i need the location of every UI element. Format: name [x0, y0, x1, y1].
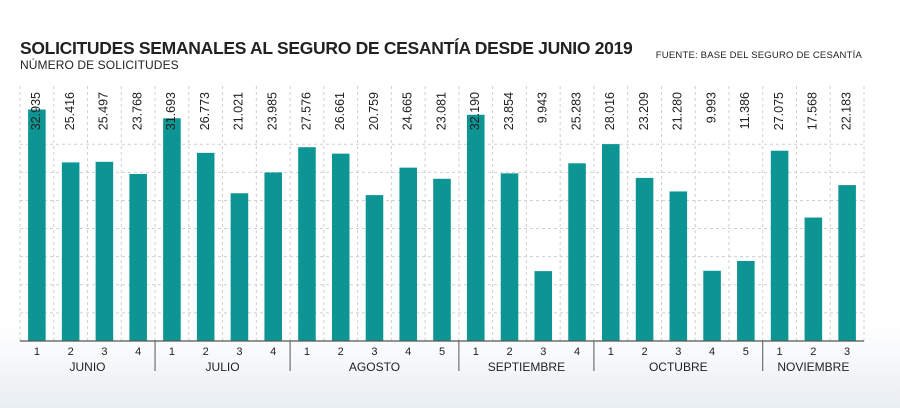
- value-label: 23.081: [434, 92, 448, 130]
- month-label: OCTUBRE: [649, 360, 708, 374]
- month-label: JULIO: [206, 360, 240, 374]
- week-tick-label: 1: [304, 346, 310, 358]
- bar: [602, 144, 620, 341]
- bar: [95, 161, 114, 341]
- chart-subtitle: NÚMERO DE SOLICITUDES: [20, 58, 179, 72]
- source-note: FUENTE: BASE DEL SEGURO DE CESANTÍA: [655, 50, 862, 61]
- week-tick-label: 5: [439, 346, 445, 358]
- value-label: 25.497: [97, 92, 111, 130]
- bar: [298, 147, 316, 341]
- value-label: 21.021: [232, 92, 246, 130]
- bar: [635, 177, 654, 341]
- value-label: 23.854: [502, 92, 516, 130]
- bar: [770, 150, 789, 341]
- value-label: 26.773: [198, 92, 212, 130]
- value-label: 22.183: [839, 92, 853, 130]
- bar: [61, 162, 80, 341]
- bar: [433, 178, 451, 341]
- week-tick-label: 3: [675, 346, 681, 358]
- bar: [838, 185, 856, 341]
- value-labels: 32.935 25.416 25.497 23.768 31.693 26.773 21.0…: [29, 92, 853, 130]
- bar: [568, 163, 586, 341]
- week-tick-label: 2: [338, 346, 344, 358]
- month-label: JUNIO: [70, 360, 106, 374]
- bar: [196, 152, 215, 341]
- week-tick-label: 3: [844, 346, 850, 358]
- week-tick-label: 4: [405, 346, 411, 358]
- value-label: 9.993: [704, 92, 718, 123]
- bar: [331, 153, 350, 341]
- week-tick-label: 4: [709, 346, 715, 358]
- week-tick-label: 4: [135, 346, 141, 358]
- bar: [737, 260, 755, 341]
- month-label: SEPTIEMBRE: [488, 360, 565, 374]
- value-label: 17.568: [806, 92, 820, 130]
- bars: [28, 109, 856, 342]
- week-tick-label: 4: [270, 346, 276, 358]
- bar: [28, 109, 46, 342]
- week-tick-label: 2: [641, 346, 647, 358]
- bar: [703, 270, 721, 341]
- grid-lines: [19, 86, 865, 341]
- week-tick-labels: 1 2 3 4 1 2 3 4 1 2 3 4 5 1 2 3 4 1 2 3 4 5 1 2 3: [34, 346, 850, 358]
- value-label: 25.283: [569, 92, 583, 130]
- week-tick-label: 3: [236, 346, 242, 358]
- value-label: 26.661: [333, 92, 347, 130]
- value-label: 27.576: [299, 92, 313, 130]
- week-tick-label: 1: [169, 346, 175, 358]
- week-tick-label: 3: [540, 346, 546, 358]
- week-tick-label: 2: [810, 346, 816, 358]
- week-tick-label: 1: [473, 346, 479, 358]
- value-label: 32.935: [29, 92, 43, 130]
- value-label: 23.209: [637, 92, 651, 130]
- value-label: 24.665: [401, 92, 415, 130]
- value-label: 32.190: [468, 92, 482, 130]
- month-labels: JUNIO JULIO AGOSTO SEPTIEMBRE OCTUBRE NOVIEMB…: [70, 341, 849, 374]
- week-tick-label: 2: [203, 346, 209, 358]
- bar: [399, 167, 418, 341]
- value-label: 31.693: [164, 92, 178, 130]
- week-tick-label: 2: [68, 346, 74, 358]
- week-tick-label: 5: [743, 346, 749, 358]
- week-tick-label: 3: [101, 346, 107, 358]
- value-label: 20.759: [367, 92, 381, 130]
- week-tick-label: 1: [608, 346, 614, 358]
- month-label: NOVIEMBRE: [777, 360, 849, 374]
- value-label: 25.416: [63, 92, 77, 130]
- value-label: 11.386: [738, 92, 752, 129]
- bar: [129, 173, 147, 341]
- value-label: 21.280: [671, 92, 685, 130]
- bar: [500, 173, 519, 341]
- week-tick-label: 3: [371, 346, 377, 358]
- bar: [669, 191, 688, 341]
- value-label: 27.075: [772, 92, 786, 130]
- bar: [230, 193, 249, 341]
- week-tick-label: 2: [506, 346, 512, 358]
- week-tick-label: 1: [34, 346, 40, 358]
- value-label: 23.985: [265, 92, 279, 130]
- month-label: AGOSTO: [349, 360, 400, 374]
- value-label: 9.943: [536, 92, 550, 123]
- bar: [466, 114, 485, 341]
- bar: [264, 172, 282, 341]
- value-label: 23.768: [130, 92, 144, 130]
- chart-title: SOLICITUDES SEMANALES AL SEGURO DE CESAN…: [20, 38, 633, 58]
- week-tick-label: 4: [574, 346, 580, 358]
- bar: [163, 118, 181, 341]
- week-tick-label: 1: [777, 346, 783, 358]
- bar: [534, 271, 553, 341]
- bar: [804, 217, 823, 341]
- bar: [365, 195, 384, 341]
- value-label: 28.016: [603, 92, 617, 130]
